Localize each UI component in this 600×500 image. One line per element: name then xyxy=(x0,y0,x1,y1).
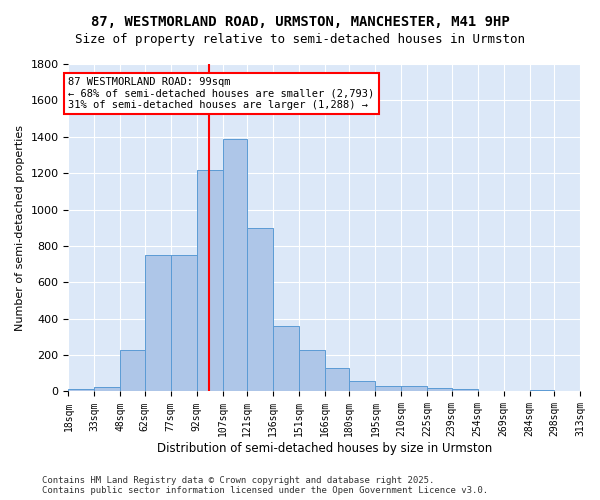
Bar xyxy=(554,390,580,392)
Bar xyxy=(299,350,325,392)
Bar xyxy=(376,386,401,392)
Text: Size of property relative to semi-detached houses in Urmston: Size of property relative to semi-detach… xyxy=(75,32,525,46)
Bar xyxy=(94,387,121,392)
Bar xyxy=(427,388,452,392)
Bar xyxy=(452,388,478,392)
Bar xyxy=(121,350,145,392)
Bar xyxy=(530,390,554,392)
Bar xyxy=(401,386,427,392)
Bar xyxy=(478,390,503,392)
Bar xyxy=(145,255,171,392)
Bar xyxy=(171,255,197,392)
Y-axis label: Number of semi-detached properties: Number of semi-detached properties xyxy=(15,124,25,330)
Bar xyxy=(68,388,94,392)
Text: Contains HM Land Registry data © Crown copyright and database right 2025.
Contai: Contains HM Land Registry data © Crown c… xyxy=(42,476,488,495)
Bar xyxy=(273,326,299,392)
Bar xyxy=(223,138,247,392)
Bar xyxy=(325,368,349,392)
Text: 87 WESTMORLAND ROAD: 99sqm
← 68% of semi-detached houses are smaller (2,793)
31%: 87 WESTMORLAND ROAD: 99sqm ← 68% of semi… xyxy=(68,76,374,110)
Bar xyxy=(503,390,530,392)
Bar xyxy=(247,228,273,392)
Bar xyxy=(349,380,376,392)
X-axis label: Distribution of semi-detached houses by size in Urmston: Distribution of semi-detached houses by … xyxy=(157,442,492,455)
Bar xyxy=(197,170,223,392)
Text: 87, WESTMORLAND ROAD, URMSTON, MANCHESTER, M41 9HP: 87, WESTMORLAND ROAD, URMSTON, MANCHESTE… xyxy=(91,15,509,29)
